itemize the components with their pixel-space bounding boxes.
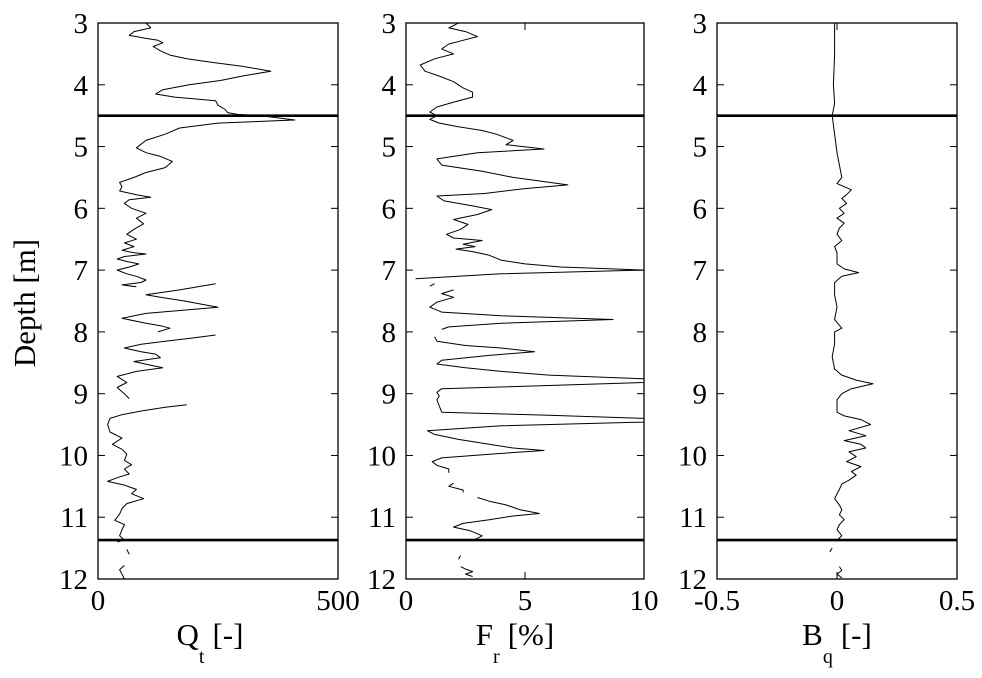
panel-fr: 3 4 5 6 7 8 9 10 11 12 0 5 10 Fr [%] xyxy=(367,8,659,668)
bq-depth-tick-label-11: 11 xyxy=(679,502,707,534)
bq-depth-tick-label-8: 8 xyxy=(693,317,708,349)
bq-x-tick-label-0.5: 0.5 xyxy=(939,585,975,617)
bq-depth-tick-label-5: 5 xyxy=(693,132,708,164)
fr-data-segment-2 xyxy=(429,289,614,330)
fr-depth-tick-label-10: 10 xyxy=(367,440,396,472)
bq-axes-frame xyxy=(716,22,958,580)
qt-depth-tick-label-3: 3 xyxy=(74,8,89,40)
fr-data-line xyxy=(415,22,645,577)
fr-data-segment-0 xyxy=(415,22,645,280)
fr-label-sub: r xyxy=(493,646,500,668)
bq-x-tick-label--0.5: -0.5 xyxy=(694,585,740,617)
fr-x-tick-label-0: 0 xyxy=(399,585,414,617)
fr-depth-tick-label-5: 5 xyxy=(382,132,397,164)
bq-data-segment-0 xyxy=(831,23,874,541)
qt-depth-tick-label-9: 9 xyxy=(74,379,89,411)
fr-x-tick-label-5: 5 xyxy=(518,585,533,617)
panel-qt: 3 4 5 6 7 8 9 10 11 12 0 500 Qt [-] xyxy=(59,8,360,668)
bq-depth-tick-label-9: 9 xyxy=(693,379,708,411)
bq-depth-tick-label-4: 4 xyxy=(693,70,708,102)
fr-x-tick-labels: 0 5 10 xyxy=(399,585,659,617)
qt-label-unit: [-] xyxy=(212,617,243,652)
qt-tick-marks xyxy=(97,22,339,580)
fr-depth-tick-labels: 3 4 5 6 7 8 9 10 11 12 xyxy=(367,8,397,596)
fr-tick-marks xyxy=(405,22,645,580)
qt-depth-tick-label-12: 12 xyxy=(59,564,88,596)
fr-depth-tick-label-11: 11 xyxy=(368,502,396,534)
qt-data-segment-4 xyxy=(126,549,130,555)
panel-bq: 3 4 5 6 7 8 9 10 11 12 -0.5 0 0.5 Bq [-] xyxy=(678,8,975,668)
fr-depth-tick-label-7: 7 xyxy=(382,255,397,287)
qt-x-axis-title: Qt [-] xyxy=(177,617,244,668)
qt-depth-tick-label-8: 8 xyxy=(74,317,89,349)
fr-boundary-lines xyxy=(406,114,644,542)
qt-data-segment-3 xyxy=(107,404,187,543)
y-axis-title: Depth [m] xyxy=(7,239,42,367)
bq-depth-tick-label-12: 12 xyxy=(678,564,707,596)
bq-label-main: B xyxy=(802,617,823,652)
fr-label-main: F xyxy=(476,617,493,652)
bq-x-axis-title: Bq [-] xyxy=(802,617,872,668)
bq-tick-marks xyxy=(716,22,958,580)
qt-depth-tick-label-10: 10 xyxy=(59,440,88,472)
qt-depth-tick-label-11: 11 xyxy=(60,502,88,534)
bq-boundary-lines xyxy=(717,114,957,542)
fr-data-segment-3 xyxy=(426,336,645,473)
fr-data-segment-7 xyxy=(460,566,474,577)
bq-data-line xyxy=(829,23,874,579)
qt-x-tick-label-500: 500 xyxy=(316,585,360,617)
fr-x-axis-title: Fr [%] xyxy=(476,617,554,668)
qt-depth-tick-labels: 3 4 5 6 7 8 9 10 11 12 xyxy=(59,8,89,596)
qt-data-line xyxy=(107,22,296,580)
qt-label-main: Q xyxy=(177,617,199,652)
fr-depth-tick-label-6: 6 xyxy=(382,193,397,225)
qt-depth-tick-label-6: 6 xyxy=(74,193,89,225)
fr-x-tick-label-10: 10 xyxy=(630,585,659,617)
fr-depth-tick-label-4: 4 xyxy=(382,70,397,102)
fr-depth-tick-label-12: 12 xyxy=(367,564,396,596)
qt-label-sub: t xyxy=(199,646,205,668)
qt-axes-frame xyxy=(97,22,339,580)
fr-data-segment-1 xyxy=(429,283,435,287)
qt-x-tick-labels: 0 500 xyxy=(91,585,360,617)
fr-depth-tick-label-8: 8 xyxy=(382,317,397,349)
bq-x-tick-label-0: 0 xyxy=(830,585,845,617)
bq-depth-tick-label-7: 7 xyxy=(693,255,708,287)
bq-label-sub: q xyxy=(823,646,833,668)
bq-x-tick-labels: -0.5 0 0.5 xyxy=(694,585,975,617)
fr-data-segment-4 xyxy=(448,482,464,493)
fr-data-segment-6 xyxy=(457,555,462,560)
qt-boundary-lines xyxy=(98,114,338,542)
fr-depth-tick-label-9: 9 xyxy=(382,379,397,411)
bq-data-segment-1 xyxy=(829,547,833,553)
qt-data-segment-1 xyxy=(121,283,219,333)
fr-data-segment-5 xyxy=(453,497,540,542)
qt-depth-tick-label-4: 4 xyxy=(74,70,89,102)
fr-label-unit: [%] xyxy=(508,617,554,652)
bq-data-segment-2 xyxy=(836,566,843,579)
bq-label-unit: [-] xyxy=(841,617,872,652)
qt-data-segment-2 xyxy=(116,334,216,399)
qt-data-segment-5 xyxy=(119,565,125,580)
qt-depth-tick-label-7: 7 xyxy=(74,255,89,287)
fr-depth-tick-label-3: 3 xyxy=(382,8,397,40)
qt-depth-tick-label-5: 5 xyxy=(74,132,89,164)
bq-depth-tick-label-3: 3 xyxy=(693,8,708,40)
qt-x-tick-label-0: 0 xyxy=(91,585,106,617)
bq-depth-tick-labels: 3 4 5 6 7 8 9 10 11 12 xyxy=(678,8,708,596)
qt-data-segment-0 xyxy=(116,22,296,288)
bq-depth-tick-label-10: 10 xyxy=(678,440,707,472)
bq-depth-tick-label-6: 6 xyxy=(693,193,708,225)
